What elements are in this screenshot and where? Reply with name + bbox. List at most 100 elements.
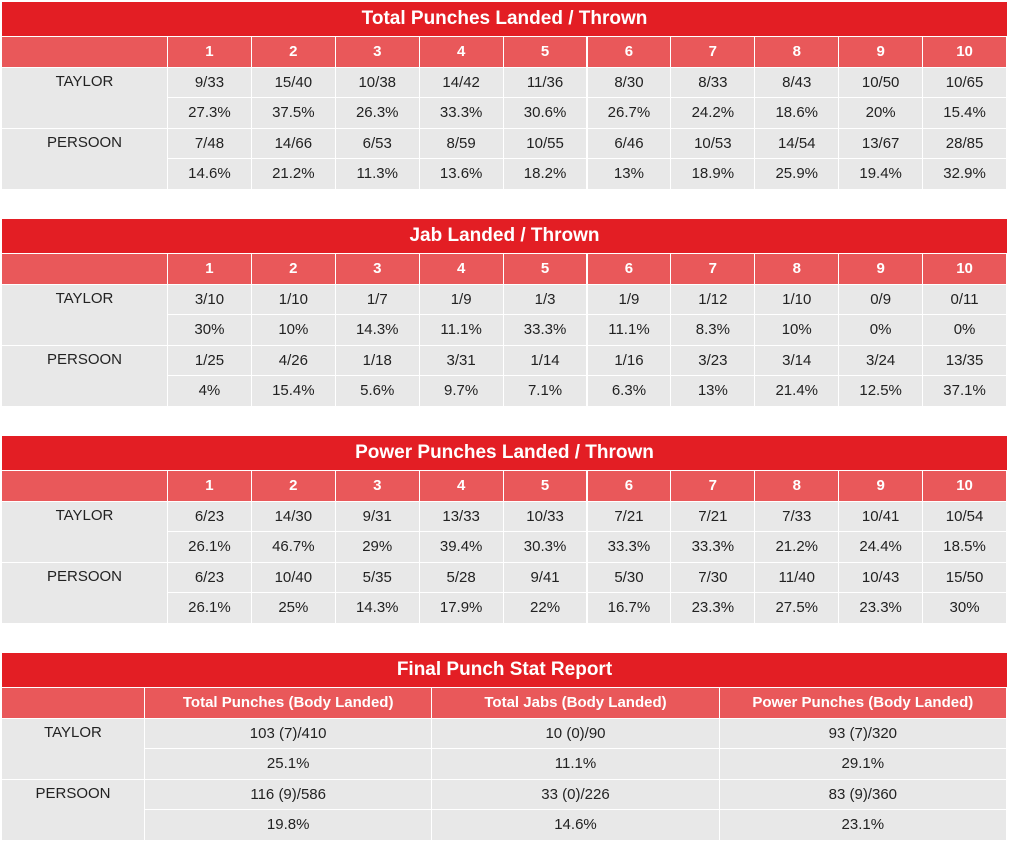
- percentage: 14.6%: [168, 159, 251, 189]
- landed-thrown: 8/33: [671, 67, 755, 97]
- percentage: 30.6%: [503, 98, 587, 128]
- header-cell: [2, 254, 167, 284]
- landed-thrown: 3/23: [671, 345, 755, 375]
- landed-thrown: 1/10: [755, 284, 839, 314]
- landed-thrown: 93 (7)/320: [719, 718, 1006, 748]
- landed-thrown: 9/41: [503, 562, 587, 592]
- percentage: 37.1%: [923, 376, 1006, 406]
- percentage: 30.3%: [503, 532, 587, 562]
- percentage: 25.9%: [755, 159, 839, 189]
- column-header: 2: [251, 471, 335, 501]
- column-header: 1: [168, 471, 251, 501]
- header-cell: [2, 471, 167, 501]
- landed-thrown: 5/35: [335, 562, 419, 592]
- column-header: Power Punches (Body Landed): [719, 688, 1006, 718]
- landed-thrown: 7/21: [671, 501, 755, 531]
- header-cell: [2, 688, 144, 718]
- table-title: Final Punch Stat Report: [2, 653, 1007, 687]
- table-title: Power Punches Landed / Thrown: [2, 436, 1007, 470]
- column-header: 8: [755, 37, 839, 67]
- percentage: 15.4%: [251, 376, 335, 406]
- table-title: Total Punches Landed / Thrown: [2, 2, 1007, 36]
- table-title: Jab Landed / Thrown: [2, 219, 1007, 253]
- column-header: 6: [587, 254, 671, 284]
- landed-thrown: 8/59: [419, 128, 503, 158]
- fighter-name: PERSOON: [2, 779, 144, 840]
- percentage: 30%: [168, 315, 251, 345]
- landed-thrown: 8/30: [587, 67, 671, 97]
- percentage: 32.9%: [923, 159, 1006, 189]
- landed-thrown: 3/24: [839, 345, 923, 375]
- percentage: 9.7%: [419, 376, 503, 406]
- percentage: 21.2%: [251, 159, 335, 189]
- percentage: 26.1%: [168, 532, 251, 562]
- landed-thrown: 10/54: [923, 501, 1006, 531]
- column-header: 3: [335, 254, 419, 284]
- landed-thrown: 83 (9)/360: [719, 779, 1006, 809]
- percentage: 0%: [839, 315, 923, 345]
- landed-thrown: 103 (7)/410: [145, 718, 432, 748]
- column-header: 7: [671, 37, 755, 67]
- percentage: 13%: [587, 159, 671, 189]
- landed-thrown: 7/33: [755, 501, 839, 531]
- landed-thrown: 10 (0)/90: [432, 718, 719, 748]
- column-header: 9: [839, 37, 923, 67]
- percentage: 26.3%: [335, 98, 419, 128]
- landed-thrown: 11/36: [503, 67, 587, 97]
- percentage: 14.3%: [335, 593, 419, 623]
- landed-thrown: 10/50: [839, 67, 923, 97]
- percentage: 15.4%: [923, 98, 1006, 128]
- percentage: 27.5%: [755, 593, 839, 623]
- landed-thrown: 1/12: [671, 284, 755, 314]
- percentage: 14.6%: [432, 810, 719, 840]
- column-header: 10: [923, 471, 1006, 501]
- percentage: 13%: [671, 376, 755, 406]
- landed-thrown: 9/31: [335, 501, 419, 531]
- percentage: 23.1%: [719, 810, 1006, 840]
- column-header: 3: [335, 37, 419, 67]
- landed-thrown: 10/41: [839, 501, 923, 531]
- percentage: 16.7%: [587, 593, 671, 623]
- landed-thrown: 6/23: [168, 501, 251, 531]
- column-header: 9: [839, 254, 923, 284]
- landed-thrown: 15/50: [923, 562, 1006, 592]
- fighter-name: TAYLOR: [2, 67, 167, 128]
- landed-thrown: 1/10: [251, 284, 335, 314]
- landed-thrown: 10/43: [839, 562, 923, 592]
- landed-thrown: 10/55: [503, 128, 587, 158]
- percentage: 30%: [923, 593, 1006, 623]
- landed-thrown: 6/23: [168, 562, 251, 592]
- percentage: 25.1%: [145, 749, 432, 779]
- percentage: 10%: [755, 315, 839, 345]
- column-header: 10: [923, 254, 1006, 284]
- landed-thrown: 10/38: [335, 67, 419, 97]
- fighter-name: TAYLOR: [2, 501, 167, 562]
- landed-thrown: 10/33: [503, 501, 587, 531]
- percentage: 39.4%: [419, 532, 503, 562]
- percentage: 24.2%: [671, 98, 755, 128]
- percentage: 11.3%: [335, 159, 419, 189]
- percentage: 22%: [503, 593, 587, 623]
- percentage: 0%: [923, 315, 1006, 345]
- column-header: 9: [839, 471, 923, 501]
- landed-thrown: 1/18: [335, 345, 419, 375]
- percentage: 29.1%: [719, 749, 1006, 779]
- landed-thrown: 1/3: [503, 284, 587, 314]
- landed-thrown: 14/30: [251, 501, 335, 531]
- percentage: 33.3%: [503, 315, 587, 345]
- column-header: 1: [168, 37, 251, 67]
- landed-thrown: 116 (9)/586: [145, 779, 432, 809]
- percentage: 33.3%: [587, 532, 671, 562]
- percentage: 4%: [168, 376, 251, 406]
- column-header: 5: [503, 471, 587, 501]
- percentage: 23.3%: [839, 593, 923, 623]
- landed-thrown: 8/43: [755, 67, 839, 97]
- landed-thrown: 6/46: [587, 128, 671, 158]
- column-header: 4: [419, 37, 503, 67]
- percentage: 21.4%: [755, 376, 839, 406]
- percentage: 11.1%: [432, 749, 719, 779]
- column-header: 5: [503, 254, 587, 284]
- percentage: 11.1%: [419, 315, 503, 345]
- percentage: 37.5%: [251, 98, 335, 128]
